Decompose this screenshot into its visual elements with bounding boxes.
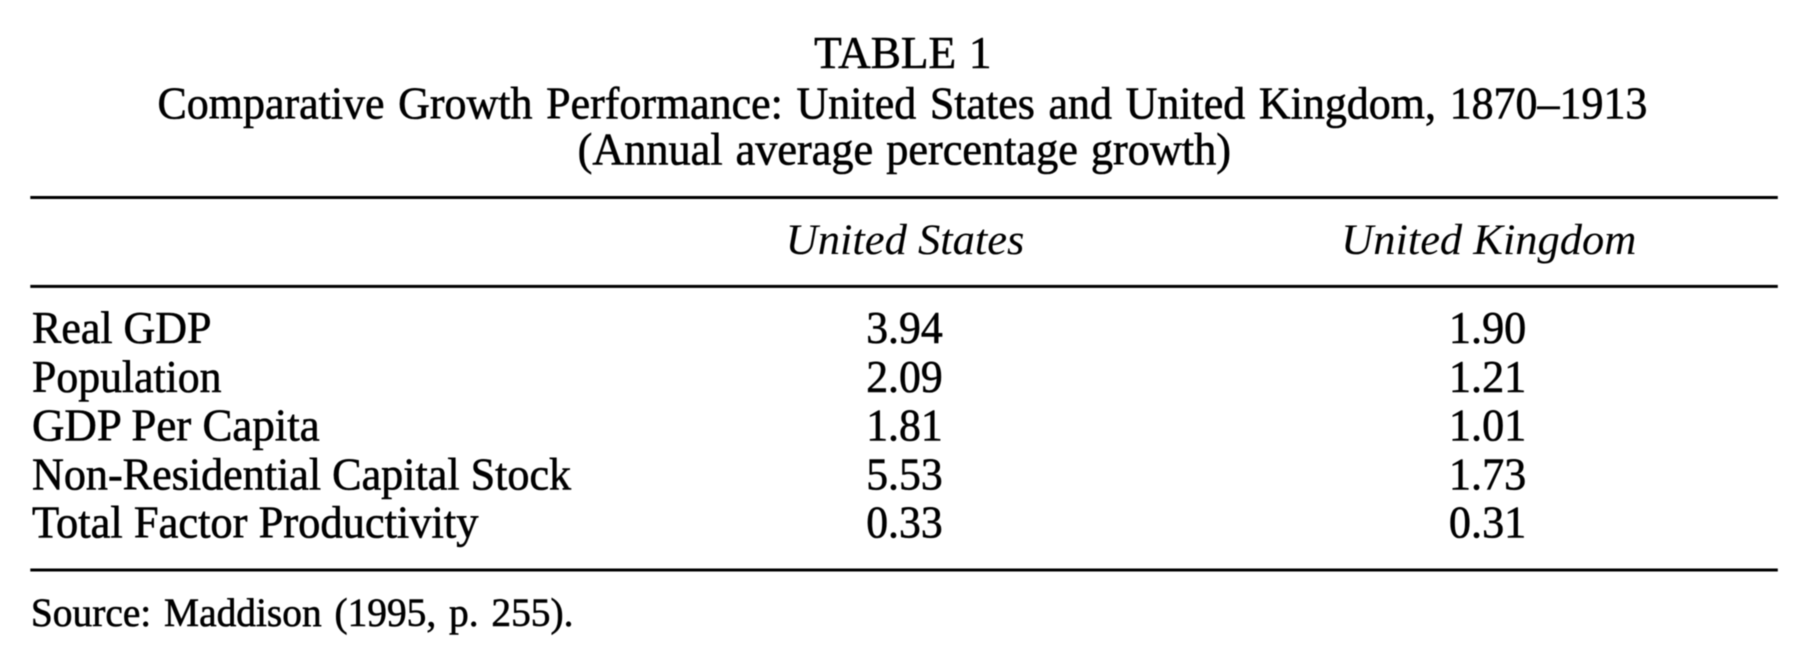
svg-text:United States: United States	[786, 215, 1025, 263]
svg-text:1.73: 1.73	[1449, 449, 1526, 500]
svg-text:Source: Maddison (1995, p. 255: Source: Maddison (1995, p. 255).	[31, 590, 574, 634]
svg-text:Comparative Growth Performance: Comparative Growth Performance: United S…	[157, 78, 1647, 129]
svg-text:Real GDP: Real GDP	[32, 302, 212, 353]
svg-text:United Kingdom: United Kingdom	[1341, 215, 1636, 263]
svg-text:Population: Population	[32, 352, 222, 403]
svg-text:Total Factor Productivity: Total Factor Productivity	[32, 497, 479, 547]
svg-text:1.81: 1.81	[866, 400, 942, 451]
svg-text:(Annual average percentage gro: (Annual average percentage growth)	[578, 124, 1231, 175]
svg-text:0.33: 0.33	[866, 497, 942, 548]
svg-text:3.94: 3.94	[866, 302, 942, 353]
svg-text:Non-Residential Capital Stock: Non-Residential Capital Stock	[32, 449, 572, 500]
svg-text:1.01: 1.01	[1449, 400, 1526, 451]
svg-text:1.90: 1.90	[1449, 302, 1526, 353]
svg-text:1.21: 1.21	[1449, 352, 1526, 403]
svg-text:2.09: 2.09	[866, 352, 942, 403]
svg-text:5.53: 5.53	[866, 449, 942, 500]
svg-text:0.31: 0.31	[1449, 497, 1526, 548]
svg-text:TABLE 1: TABLE 1	[814, 28, 991, 78]
svg-text:GDP Per Capita: GDP Per Capita	[32, 400, 320, 450]
